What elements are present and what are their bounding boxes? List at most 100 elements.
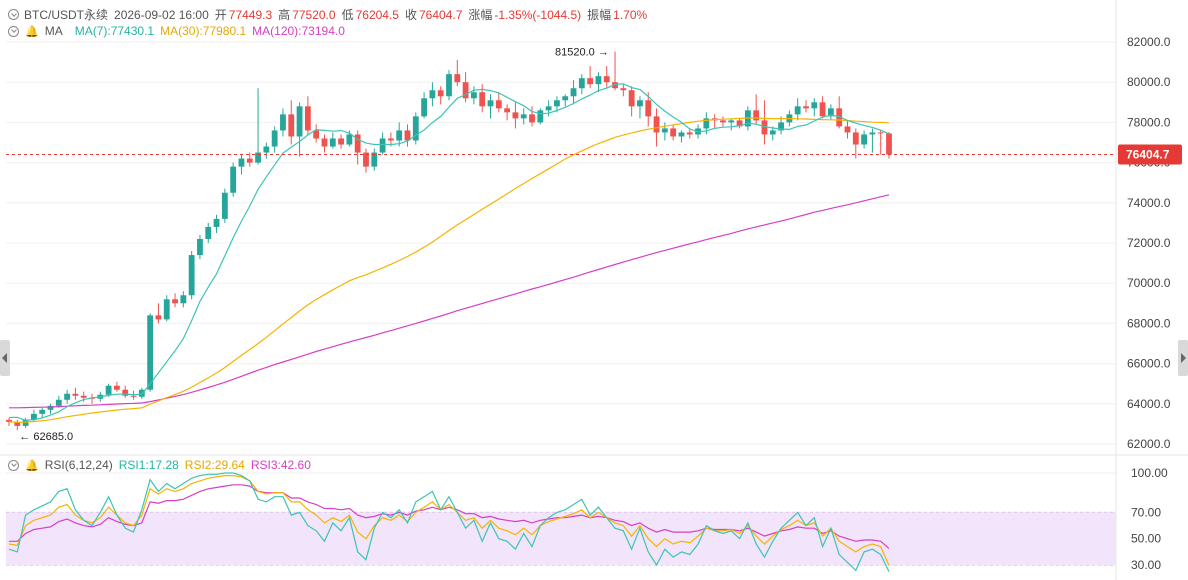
candle-body [827,108,834,117]
close-value: 76404.7 [419,7,463,22]
candle [578,74,585,95]
collapse-chevron-icon[interactable] [8,9,19,20]
candle [794,98,801,121]
candle-body [130,395,137,397]
price-tick-label: 68000.0 [1127,316,1171,330]
candle-body [462,82,469,99]
candle-body [14,421,21,426]
candle [238,154,245,175]
symbol-label: BTC/USDT永续 [24,8,109,22]
candle-body [578,78,585,89]
candle-body [205,226,212,239]
candle-body [163,299,170,320]
candle [180,291,187,308]
candle-body [80,395,87,398]
candle-body [504,108,511,113]
candle-body [72,393,79,396]
price-tick-label: 74000.0 [1127,196,1171,210]
ma7-line [8,83,890,421]
candle [14,419,21,431]
candle-body [529,114,535,123]
candle-body [736,120,743,127]
candle-body [545,106,552,111]
candle [22,417,29,428]
candle [545,100,552,117]
candle-body [213,218,220,227]
bell-icon[interactable]: 🔔 [25,459,39,472]
candle [304,96,311,135]
candle-body [371,152,378,167]
candle-body [479,92,486,107]
scroll-right-button[interactable] [1178,340,1188,376]
candle [412,112,419,145]
candle-body [105,385,112,395]
candle-body [280,114,286,131]
candle [628,86,635,117]
candle-body [769,130,776,135]
candle-body [6,419,12,422]
rsi-label: RSI(6,12,24) [44,458,113,472]
scroll-left-button[interactable] [0,340,10,376]
candle [852,128,859,159]
candle-body [55,399,62,406]
price-tick-label: 82000.0 [1127,35,1171,49]
rsi-lines [8,472,890,572]
candle [55,395,62,408]
candle [487,94,494,119]
candle [205,222,212,243]
collapse-chevron-icon[interactable] [8,459,19,471]
bell-icon[interactable]: 🔔 [25,25,39,38]
candle-body [114,385,120,390]
candle-body [47,405,54,410]
candle [396,122,403,147]
low-marker: ← 62685.0 [19,431,73,443]
candle-body [852,132,859,145]
candle [720,116,726,127]
candle-body [296,106,303,137]
candle-body [147,315,154,390]
candle-body [487,100,494,107]
candle [172,293,178,308]
candle-body [412,116,419,141]
candle-body [379,138,386,153]
candle [462,72,469,103]
candle [255,88,261,165]
rsi2-value: RSI2:29.64 [184,458,245,472]
candle-body [603,76,610,83]
candle-body [495,100,502,109]
candle [811,98,818,117]
candle [379,132,386,155]
candle [263,142,270,159]
ma30-line [8,117,890,423]
candle-body [803,106,809,109]
candle-body [819,102,826,117]
candle [861,130,867,149]
price-tick-label: 80000.0 [1127,75,1171,89]
candle [221,188,228,223]
candle [64,389,71,404]
candle [670,124,677,141]
candle [736,118,743,129]
candle-body [794,106,801,115]
collapse-chevron-icon[interactable] [8,25,19,37]
candle [877,130,884,155]
candle [288,100,295,145]
candle [246,152,253,167]
candle [869,128,876,153]
candle [495,92,502,113]
candle-body [454,74,461,83]
candle [114,381,120,392]
candle [827,104,834,121]
candle [537,108,544,125]
candle [728,118,735,131]
candle-body [570,88,577,97]
candle [122,385,129,398]
candle [354,130,361,165]
candle [105,383,112,397]
candle-body [338,138,344,145]
rsi-legend: 🔔 RSI(6,12,24) RSI1:17.28 RSI2:29.64 RSI… [8,458,317,472]
candle [437,86,444,105]
rsi-tick-label: 100.00 [1131,466,1168,480]
